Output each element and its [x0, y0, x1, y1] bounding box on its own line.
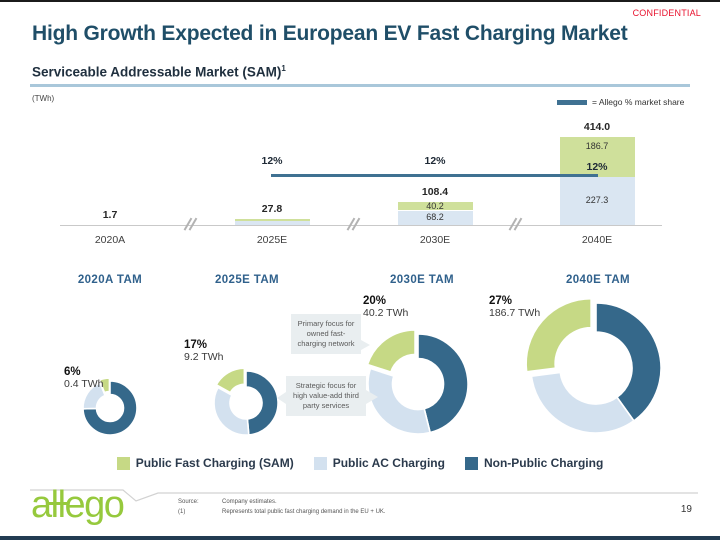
subtitle-footnote-marker: 1 — [281, 64, 286, 73]
footnote-text: Represents total public fast charging de… — [222, 508, 386, 515]
donut-slice-non-public — [245, 370, 279, 436]
source-label: Source: — [178, 499, 199, 505]
share-pct-label: 12% — [424, 155, 446, 167]
bar-sam-value-label: 186.7 — [585, 141, 609, 151]
chart-legend: Public Fast Charging (SAM) Public AC Cha… — [0, 456, 720, 470]
legend-item-ac: Public AC Charging — [313, 456, 445, 470]
donut-slice-sam — [366, 329, 416, 374]
tam-title-2040e: 2040E TAM — [565, 274, 631, 286]
bar-sam-value-label: 40.2 — [426, 200, 444, 211]
source-row: Source: Company estimates. — [178, 498, 386, 508]
page-number: 19 — [680, 504, 692, 515]
category-label: 2025E — [256, 234, 288, 246]
sam-pct-label: 20% — [363, 295, 387, 307]
legend-label: Public Fast Charging (SAM) — [135, 456, 294, 470]
share-line-swatch — [557, 99, 587, 105]
donut-label-2020a: 6% 0.4 TWh — [64, 366, 104, 390]
logo-part: ego — [64, 484, 125, 526]
bar-segment-sam — [559, 137, 635, 177]
page-title: High Growth Expected in European EV Fast… — [32, 22, 628, 45]
donut-label-2025e: 17% 9.2 TWh — [184, 339, 224, 363]
top-edge-line — [0, 0, 720, 2]
subtitle-text: Serviceable Addressable Market (SAM) — [32, 64, 282, 80]
callout-strategic-focus: Strategic focus for high value-add third… — [277, 376, 378, 417]
donut-slice-sam — [98, 377, 111, 394]
logo-part: ll — [50, 484, 66, 526]
bar-segment-ac — [397, 210, 473, 225]
footer-divider-swoosh — [30, 489, 698, 502]
bar-total-label: 27.8 — [261, 203, 283, 216]
bar-segment-ac — [234, 221, 310, 225]
allego-share-line — [271, 174, 598, 177]
footnote-row: (1) Represents total public fast chargin… — [178, 508, 386, 518]
allego-logo: allego — [31, 484, 125, 526]
category-label: 2020A — [94, 234, 126, 246]
share-pct-label-inline: 12% — [586, 160, 608, 173]
sam-swatch-icon — [116, 456, 130, 470]
category-label: 2040E — [581, 234, 613, 246]
donut-slice-non-public — [417, 333, 469, 434]
donut-slice-non-public — [82, 380, 138, 436]
bar-ac-value-label: 68.2 — [426, 212, 444, 223]
legend-item-non-public: Non-Public Charging — [464, 456, 604, 470]
callout-pointer-icon — [366, 390, 378, 404]
bar-segment-sam — [397, 201, 473, 211]
tam-title-2020a: 2020A TAM — [77, 274, 143, 286]
callout-primary-focus: Primary focus for owned fast-charging ne… — [291, 314, 370, 355]
allego-share-legend: = Allego % market share — [557, 97, 684, 107]
sam-pct-label: 6% — [64, 366, 81, 378]
axis-units-label: (TWh) — [32, 94, 55, 103]
donut-label-2040e: 27% 186.7 TWh — [489, 295, 540, 319]
subtitle-underline — [30, 84, 690, 87]
ac-swatch-icon — [313, 456, 327, 470]
non-public-swatch-icon — [464, 456, 478, 470]
bar-ac-value-label: 227.3 — [585, 195, 609, 206]
donut-slice-ac — [213, 386, 250, 436]
bar-segment-ac — [559, 176, 635, 225]
logo-part: a — [31, 484, 52, 526]
callout-pointer-icon — [361, 340, 370, 350]
sam-twh-label: 9.2 TWh — [184, 351, 224, 363]
x-axis — [60, 225, 662, 226]
donut-slice-sam — [525, 297, 592, 373]
donut-slice-ac — [530, 371, 635, 434]
sam-twh-label: 40.2 TWh — [363, 307, 409, 319]
sam-twh-label: 186.7 TWh — [489, 307, 541, 319]
share-pct-label: 12% — [261, 155, 283, 167]
bar-total-label: 108.4 — [421, 185, 449, 198]
bar-total-label: 414.0 — [583, 121, 611, 133]
share-legend-text: = Allego % market share — [592, 97, 685, 107]
callout-text: Strategic focus for high value-add third… — [293, 381, 359, 411]
legend-label: Public AC Charging — [332, 456, 445, 470]
section-subtitle: Serviceable Addressable Market (SAM)1 — [32, 64, 286, 80]
source-text: Company estimates. — [222, 499, 277, 505]
tam-title-2030e: 2030E TAM — [389, 274, 455, 286]
legend-label: Non-Public Charging — [483, 456, 604, 470]
bar-total-label: 1.7 — [102, 208, 118, 221]
footnote-label: (1) — [178, 508, 186, 515]
source-note: Source: Company estimates. (1) Represent… — [178, 498, 386, 517]
donut-slice-ac — [367, 367, 432, 435]
donut-label-2030e: 20% 40.2 TWh — [363, 295, 408, 319]
donut-slice-non-public — [595, 302, 662, 422]
donut-slice-sam — [215, 367, 246, 394]
sam-pct-label: 27% — [489, 295, 513, 307]
category-label: 2030E — [419, 234, 451, 246]
sam-twh-label: 0.4 TWh — [64, 378, 104, 390]
callout-text: Primary focus for owned fast-charging ne… — [297, 319, 355, 349]
legend-item-sam: Public Fast Charging (SAM) — [116, 456, 294, 470]
bar-segment-sam — [234, 219, 310, 222]
callout-pointer-icon — [277, 392, 286, 404]
confidential-label: CONFIDENTIAL — [632, 8, 701, 18]
tam-title-2025e: 2025E TAM — [214, 274, 280, 286]
bottom-edge-line — [0, 536, 720, 540]
sam-pct-label: 17% — [184, 339, 208, 351]
